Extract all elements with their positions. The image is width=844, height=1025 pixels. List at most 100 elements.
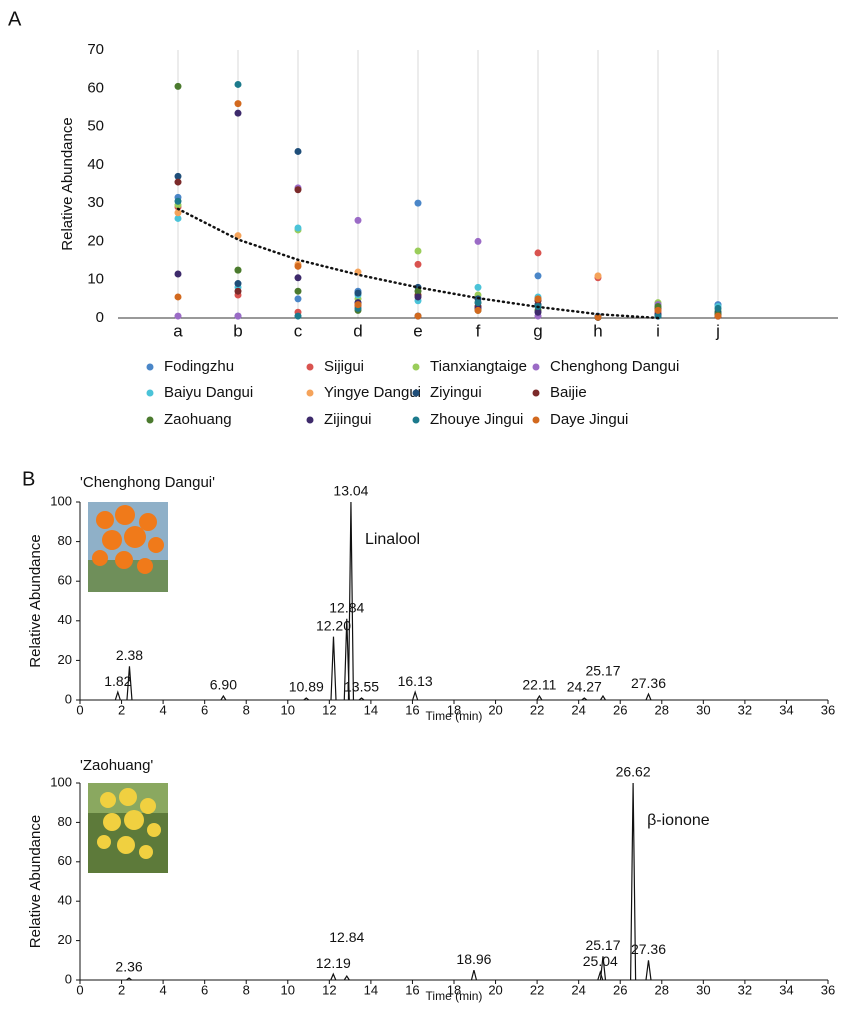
scatter-point [714,304,722,312]
legend-marker [532,416,540,424]
peak-label: 24.27 [567,679,602,695]
x-tick-label: d [353,321,362,340]
y-tick-label: 40 [58,612,72,627]
scatter-point [474,306,482,314]
panel-label: A [8,8,22,30]
legend-marker [146,389,154,397]
peak [645,692,652,701]
y-tick-label: 20 [87,232,104,249]
scatter-point [174,270,182,278]
scatter-point [534,249,542,257]
peak [599,956,607,981]
x-tick-label: 4 [159,982,166,997]
legend-label: Zijingui [324,411,372,428]
x-tick-label: 26 [613,702,627,717]
y-tick-label: 20 [58,652,72,667]
x-tick-label: 32 [738,702,752,717]
trend-line [176,207,660,320]
legend-label: Zhouye Jingui [430,411,523,428]
annotation: Linalool [365,531,420,548]
peak [330,636,337,701]
peak [220,694,227,701]
peak [597,970,604,981]
x-tick-label: a [173,321,183,340]
scatter-point [414,293,422,301]
scatter-point [294,262,302,270]
y-tick-label: 0 [65,971,72,986]
x-tick-label: 10 [281,982,295,997]
peak-label: 18.96 [456,951,491,967]
x-tick-label: i [656,321,660,340]
scatter-point [594,272,602,280]
x-tick-label: 0 [76,702,83,717]
x-tick-label: 26 [613,982,627,997]
x-tick-label: 22 [530,982,544,997]
x-tick-label: 16 [405,702,419,717]
legend-marker [412,363,420,371]
x-tick-label: 6 [201,982,208,997]
x-tick-label: 0 [76,982,83,997]
scatter-point [594,313,602,321]
x-tick-label: h [593,321,602,340]
scatter-point [414,287,422,295]
y-tick-label: 0 [96,309,104,326]
peak [114,690,121,701]
y-tick-label: 20 [58,932,72,947]
peak-label: 12.20 [316,617,351,633]
y-tick-label: 0 [65,691,72,706]
peak-label: 25.04 [583,953,618,969]
legend-label: Baijie [550,384,587,401]
scatter-point [294,287,302,295]
peak-label: 1.82 [104,673,131,689]
x-tick-label: 12 [322,982,336,997]
scatter-point [294,186,302,194]
peak [470,970,478,981]
legend-label: Chenghong Dangui [550,358,679,375]
legend-marker [306,389,314,397]
x-tick-label: 8 [243,702,250,717]
chart-title: 'Chenghong Dangui' [80,474,215,491]
scatter-point [294,274,302,282]
x-axis-label: Time (min) [426,989,483,1003]
y-tick-label: 30 [87,194,104,211]
y-tick-label: 60 [58,853,72,868]
panel-label: B [22,468,35,490]
scatter-point [174,197,182,205]
y-tick-label: 40 [87,156,104,173]
scatter-point [354,289,362,297]
scatter-point [174,312,182,320]
scatter-point [354,301,362,309]
peak [630,782,637,981]
peak-label: 22.11 [522,677,556,693]
peak-label: 16.13 [398,673,433,689]
peak [303,697,310,701]
scatter-point [294,147,302,155]
annotation: β-ionone [647,812,710,829]
peak [581,697,588,701]
flower-photo [88,783,168,873]
x-tick-label: g [533,321,542,340]
legend-label: Yingye Dangui [324,384,421,401]
legend-marker [146,363,154,371]
legend-marker [532,363,540,371]
peak-label: 2.38 [116,647,143,663]
peak [412,690,419,701]
peak [358,697,365,701]
legend-marker [412,416,420,424]
scatter-point [174,209,182,217]
peak [126,666,133,701]
scatter-point [174,214,182,222]
y-tick-label: 10 [87,271,104,288]
peak-label: 2.36 [115,959,142,975]
scatter-point [234,287,242,295]
peak-label: 26.62 [616,764,651,780]
peak-label: 25.17 [585,937,620,953]
scatter-point [294,224,302,232]
scatter-point [234,312,242,320]
y-tick-label: 80 [58,533,72,548]
x-tick-label: 2 [118,982,125,997]
peak-label: 10.89 [289,679,324,695]
scatter-point [714,312,722,320]
y-tick-label: 60 [87,79,104,96]
